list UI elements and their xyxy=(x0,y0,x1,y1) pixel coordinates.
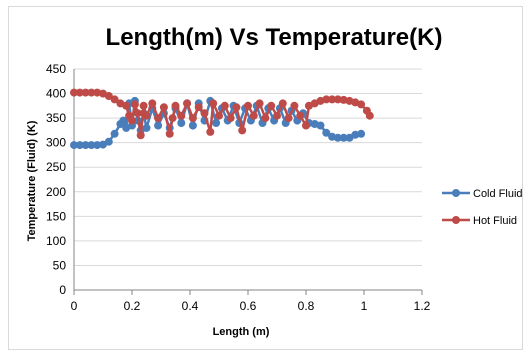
y-tick-label: 50 xyxy=(53,258,67,272)
x-tick-label: 0 xyxy=(71,299,78,313)
data-point xyxy=(119,116,128,125)
data-point xyxy=(209,99,218,108)
data-point xyxy=(261,114,270,123)
chart-area: Length(m) Vs Temperature(K) 0 50 100 150 200… xyxy=(8,6,523,350)
data-point xyxy=(333,133,342,142)
x-tick-label: 1 xyxy=(361,299,368,313)
data-point xyxy=(212,119,221,127)
data-point xyxy=(194,103,203,112)
data-point xyxy=(104,92,113,100)
data-point xyxy=(70,88,78,97)
data-point xyxy=(206,127,215,136)
data-point xyxy=(278,99,287,108)
data-point xyxy=(75,141,84,150)
data-point xyxy=(154,121,163,130)
y-tick-label: 250 xyxy=(46,160,66,174)
data-point xyxy=(70,141,78,150)
data-point xyxy=(328,95,337,104)
y-tick-label: 200 xyxy=(46,185,66,199)
data-point xyxy=(122,101,131,110)
series-1 xyxy=(70,88,374,140)
x-axis-label: Length (m) xyxy=(213,326,270,338)
data-point xyxy=(110,95,119,104)
data-point xyxy=(302,121,310,130)
axes: 0 50 100 150 200 250 300 350 400 450 0 0.2 0.4 0.6 0.8… xyxy=(46,62,431,313)
data-point xyxy=(200,109,209,118)
data-point xyxy=(130,100,139,109)
data-point xyxy=(249,111,258,120)
data-point xyxy=(148,99,157,108)
data-point xyxy=(104,137,113,146)
data-point xyxy=(165,129,174,138)
y-tick-label: 150 xyxy=(46,209,66,223)
data-point xyxy=(136,131,145,140)
data-point xyxy=(177,111,186,120)
data-point xyxy=(133,109,142,118)
data-point xyxy=(322,128,331,137)
data-point xyxy=(290,101,299,110)
data-point xyxy=(142,111,151,120)
data-point xyxy=(168,114,177,123)
data-point xyxy=(244,101,252,110)
data-point xyxy=(159,103,168,112)
data-point xyxy=(183,99,192,108)
data-point xyxy=(87,88,96,97)
x-tick-label: 1.2 xyxy=(414,299,431,313)
data-point xyxy=(333,95,342,104)
data-point xyxy=(226,114,235,123)
data-point xyxy=(339,133,348,142)
y-tick-label: 100 xyxy=(46,234,66,248)
y-tick-label: 300 xyxy=(46,136,66,150)
y-tick-label: 350 xyxy=(46,111,66,125)
data-point xyxy=(365,111,374,120)
data-point xyxy=(142,123,151,132)
data-point xyxy=(267,101,276,110)
data-point xyxy=(188,121,197,130)
legend-label: Hot Fluid xyxy=(473,215,517,227)
data-point xyxy=(93,141,102,150)
chart-svg: Length(m) Vs Temperature(K) 0 50 100 150 200… xyxy=(26,24,523,338)
y-tick-label: 0 xyxy=(59,283,66,297)
data-point xyxy=(171,101,180,110)
y-tick-label: 450 xyxy=(46,62,66,76)
y-tick-label: 400 xyxy=(46,87,66,101)
data-point xyxy=(273,111,281,120)
y-axis-label: Temperature (Fluid) (K) xyxy=(26,120,38,241)
legend-item: Hot Fluid xyxy=(442,215,517,227)
legend-marker xyxy=(452,216,460,224)
data-point xyxy=(75,88,84,97)
gridlines xyxy=(74,68,422,266)
legend-item: Cold Fluid xyxy=(442,188,523,200)
legend: Cold Fluid Hot Fluid xyxy=(442,188,523,227)
legend-marker xyxy=(452,189,460,197)
data-point xyxy=(322,95,331,104)
data-point xyxy=(284,114,293,123)
series-layer xyxy=(70,88,374,150)
x-tick-label: 0.4 xyxy=(182,299,199,313)
data-point xyxy=(296,111,305,120)
data-point xyxy=(232,103,241,112)
data-point xyxy=(238,126,247,135)
data-point xyxy=(110,129,119,138)
data-point xyxy=(255,99,264,108)
data-point xyxy=(154,114,163,123)
data-point xyxy=(316,121,325,130)
data-point xyxy=(177,119,186,127)
data-point xyxy=(215,111,223,120)
data-point xyxy=(128,116,136,125)
data-point xyxy=(357,100,366,109)
data-point xyxy=(357,129,366,138)
data-point xyxy=(139,101,148,110)
data-point xyxy=(220,101,229,110)
data-point xyxy=(81,88,90,97)
x-tick-label: 0.6 xyxy=(240,299,257,313)
chart-title: Length(m) Vs Temperature(K) xyxy=(106,24,443,51)
x-tick-label: 0.8 xyxy=(298,299,315,313)
legend-label: Cold Fluid xyxy=(473,188,523,200)
data-point xyxy=(87,141,96,150)
data-point xyxy=(81,141,90,150)
x-tick-label: 0.2 xyxy=(124,299,141,313)
data-point xyxy=(188,114,197,123)
